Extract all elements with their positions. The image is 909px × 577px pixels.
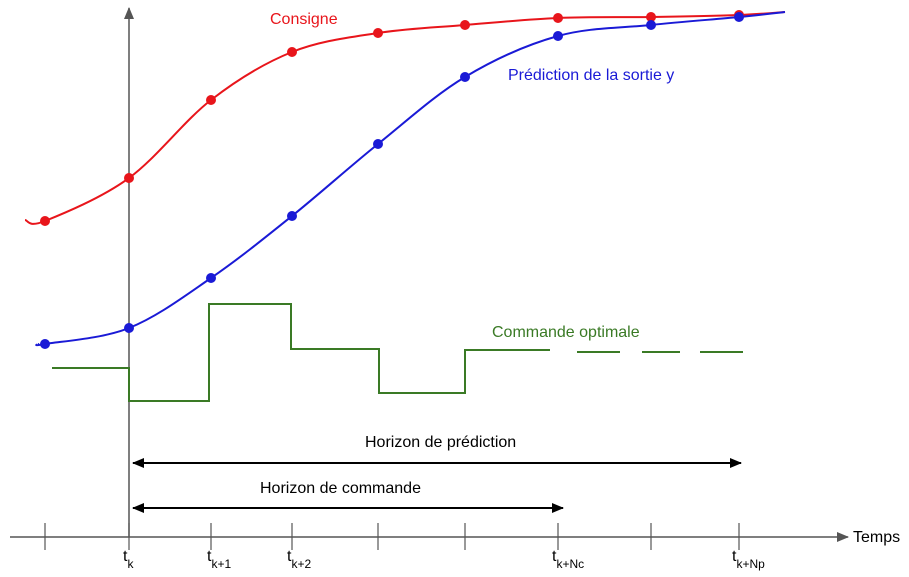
- prediction-point: [373, 139, 383, 149]
- tick-labels: tk tk+1 tk+2 tk+Nc tk+Np: [123, 548, 765, 571]
- tick-label: tk+1: [207, 548, 231, 571]
- prediction-point: [646, 20, 656, 30]
- tick-base: t: [123, 548, 128, 565]
- setpoint-curve: [24, 11, 786, 225]
- prediction-point: [734, 12, 744, 22]
- tick-subscript: k+Nc: [556, 557, 584, 571]
- setpoint-point: [287, 47, 297, 57]
- prediction-points: [40, 12, 744, 349]
- setpoint-point: [553, 13, 563, 23]
- tick-subscript: k: [127, 557, 134, 571]
- tick-label: tk+Nc: [552, 548, 584, 571]
- tick-subscript: k+Np: [736, 557, 765, 571]
- command-steps: [52, 303, 550, 402]
- tick-base: t: [207, 548, 212, 565]
- tick-base: t: [552, 548, 557, 565]
- tick-label: tk+2: [287, 548, 311, 571]
- time-axis-label: Temps: [853, 529, 900, 546]
- setpoint-point: [40, 216, 50, 226]
- prediction-point: [206, 273, 216, 283]
- prediction-point: [553, 31, 563, 41]
- setpoint-label: Consigne: [270, 11, 338, 28]
- axes: [10, 7, 849, 542]
- setpoint-point: [373, 28, 383, 38]
- prediction-horizon-label: Horizon de prédiction: [365, 434, 516, 451]
- tick-label: tk: [123, 548, 134, 571]
- prediction-point: [40, 339, 50, 349]
- prediction-point: [460, 72, 470, 82]
- tick-marks: [44, 523, 740, 550]
- command-horizon-label: Horizon de commande: [260, 480, 421, 497]
- setpoint-point: [124, 173, 134, 183]
- prediction-point: [287, 211, 297, 221]
- setpoint-point: [460, 20, 470, 30]
- tick-base: t: [287, 548, 292, 565]
- tick-base: t: [732, 548, 737, 565]
- prediction-label: Prédiction de la sortie y: [508, 67, 674, 84]
- prediction-curve: [35, 11, 786, 347]
- command-label: Commande optimale: [492, 324, 640, 341]
- setpoint-point: [646, 12, 656, 22]
- tick-label: tk+Np: [732, 548, 765, 571]
- setpoint-point: [206, 95, 216, 105]
- setpoint-points: [40, 10, 744, 226]
- prediction-point: [124, 323, 134, 333]
- tick-subscript: k+2: [291, 557, 311, 571]
- tick-subscript: k+1: [211, 557, 231, 571]
